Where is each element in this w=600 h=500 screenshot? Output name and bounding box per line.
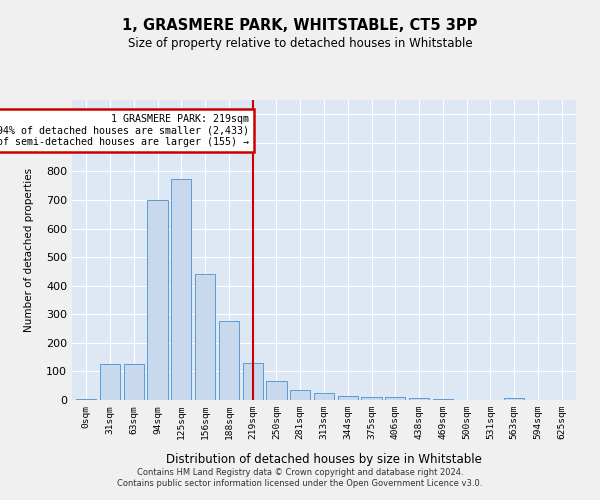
Y-axis label: Number of detached properties: Number of detached properties [23,168,34,332]
Bar [219,322,239,400]
Bar [195,274,215,400]
Bar [409,398,429,400]
Bar [171,178,191,400]
Bar [290,390,310,400]
Text: 1 GRASMERE PARK: 219sqm
← 94% of detached houses are smaller (2,433)
6% of semi-: 1 GRASMERE PARK: 219sqm ← 94% of detache… [0,114,249,148]
Bar [148,200,167,400]
Bar [76,398,97,400]
Bar [385,397,406,400]
Bar [124,364,144,400]
Bar [100,364,120,400]
Bar [361,397,382,400]
Bar [338,396,358,400]
Text: 1, GRASMERE PARK, WHITSTABLE, CT5 3PP: 1, GRASMERE PARK, WHITSTABLE, CT5 3PP [122,18,478,32]
Bar [242,363,263,400]
Text: Size of property relative to detached houses in Whitstable: Size of property relative to detached ho… [128,38,472,51]
X-axis label: Distribution of detached houses by size in Whitstable: Distribution of detached houses by size … [166,453,482,466]
Bar [504,398,524,400]
Text: Contains HM Land Registry data © Crown copyright and database right 2024.
Contai: Contains HM Land Registry data © Crown c… [118,468,482,487]
Bar [266,382,287,400]
Bar [314,393,334,400]
